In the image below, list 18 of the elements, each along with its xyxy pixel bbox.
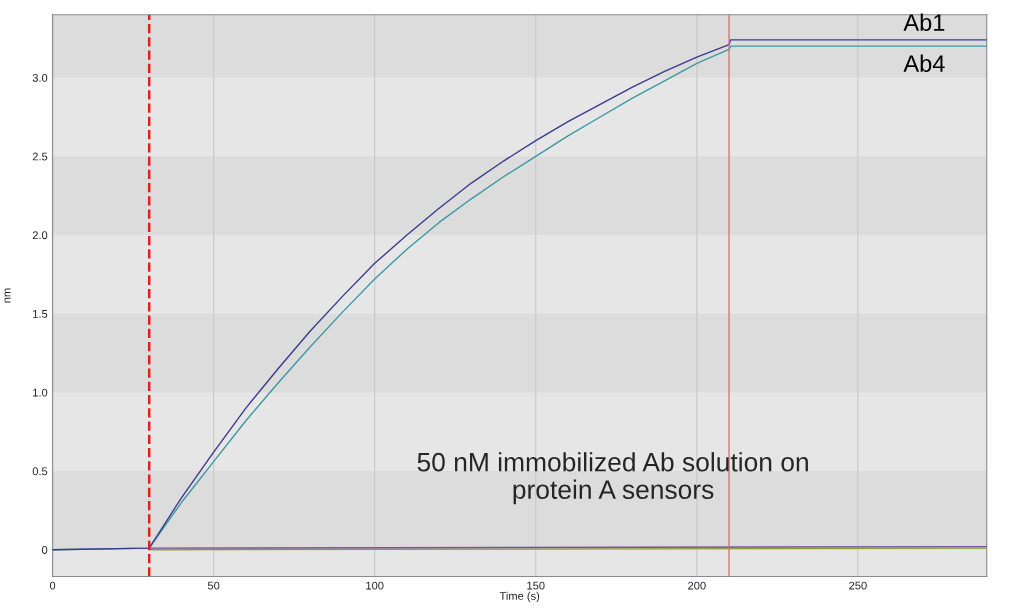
series-label: Ab4 xyxy=(903,54,945,72)
y-tick-label: 1.5 xyxy=(33,310,48,318)
x-tick-label: 0 xyxy=(49,581,56,590)
series-label: Ab1 xyxy=(903,13,945,31)
x-axis-title: Time (s) xyxy=(499,591,540,603)
x-tick-label: 200 xyxy=(688,581,706,590)
annotation: 50 nM immobilized Ab solution on protein A sensors xyxy=(417,452,808,505)
x-tick-label: 250 xyxy=(849,581,867,590)
y-tick-label: 2.5 xyxy=(32,152,48,161)
y-tick-label: 0.5 xyxy=(32,467,48,476)
x-tick-label: 100 xyxy=(366,581,384,590)
y-axis-title: nm xyxy=(4,288,11,303)
x-tick-label: 150 xyxy=(527,581,545,590)
y-tick-label: 2.0 xyxy=(32,231,48,240)
x-tick-label: 50 xyxy=(207,581,220,590)
y-tick-label: 1.0 xyxy=(33,388,48,397)
y-tick-label: 0 xyxy=(41,546,48,554)
y-tick-label: 3.0 xyxy=(32,73,48,82)
